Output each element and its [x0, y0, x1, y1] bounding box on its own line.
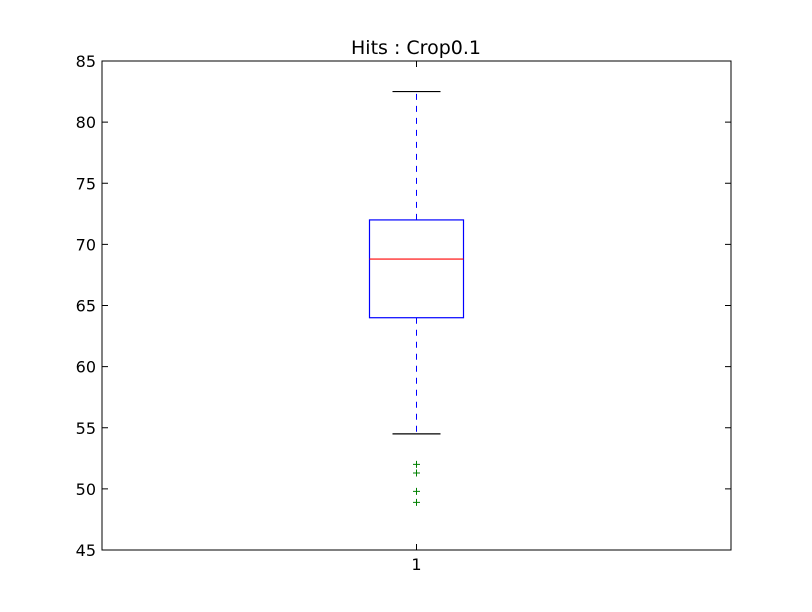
outlier-point	[413, 460, 420, 468]
y-tick-label: 45	[76, 541, 96, 560]
y-tick-label: 60	[76, 358, 96, 377]
outlier-point	[413, 469, 420, 477]
y-tick-label: 70	[76, 235, 96, 254]
iqr-box	[368, 219, 465, 319]
chart-marks: 45 50 55 60 65 70 75 80 85 1	[76, 52, 731, 574]
y-tick-label: 50	[76, 480, 96, 499]
y-tick-label: 85	[76, 52, 96, 71]
outlier-point	[413, 487, 420, 495]
y-tick-label: 65	[76, 297, 96, 316]
chart-title: Hits : Crop0.1	[351, 37, 481, 59]
y-tick-label: 55	[76, 419, 96, 438]
outlier-point	[413, 498, 420, 506]
x-tick-label: 1	[411, 555, 421, 574]
y-tick-label: 80	[76, 113, 96, 132]
y-tick-label: 75	[76, 174, 96, 193]
